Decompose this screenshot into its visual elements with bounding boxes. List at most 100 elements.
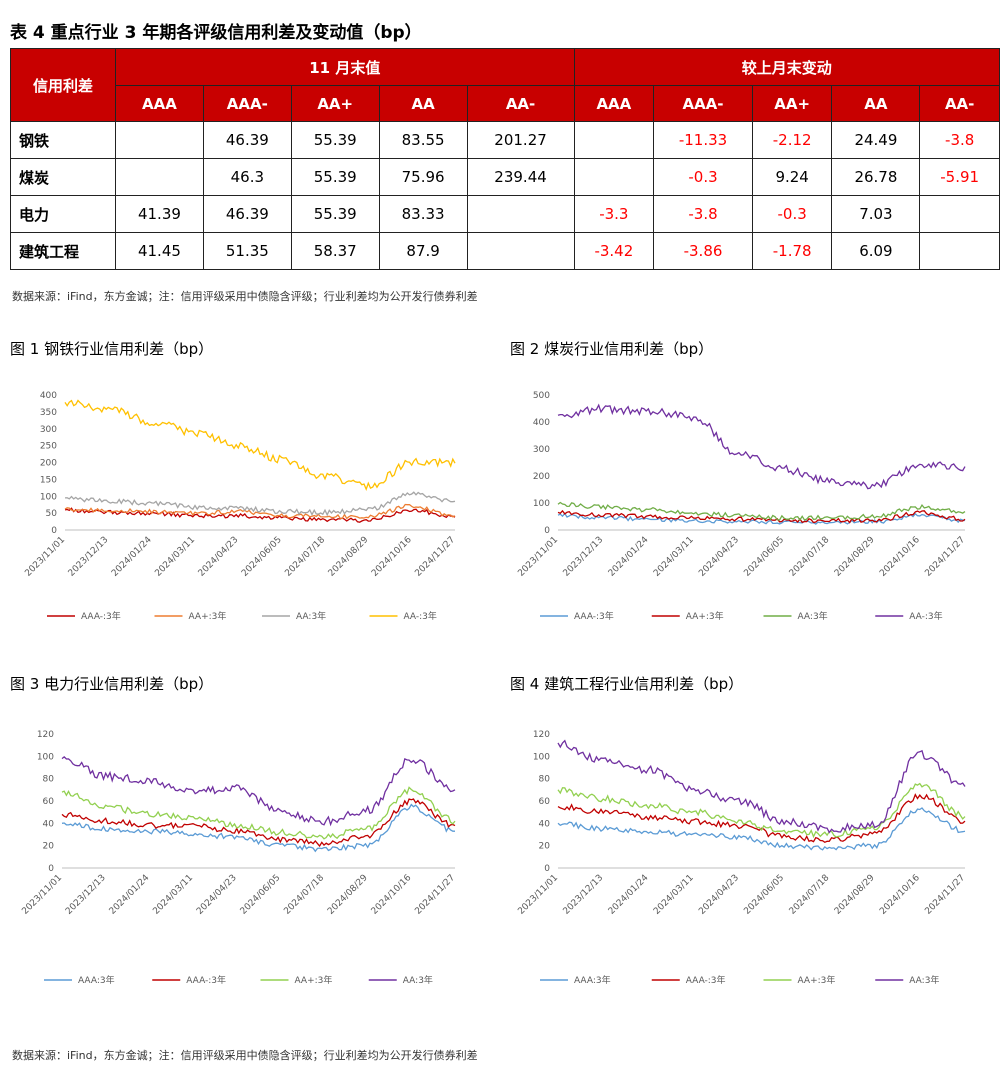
value-cell: 51.35 — [202, 232, 292, 270]
chart-title-steel: 图 1 钢铁行业信用利差（bp） — [10, 340, 214, 358]
legend-label: AAA:3年 — [574, 974, 611, 986]
y-tick-label: 20 — [539, 842, 551, 852]
x-tick-label: 2023/11/01 — [516, 873, 560, 917]
y-tick-label: 0 — [544, 864, 550, 874]
row-industry: 钢铁 — [10, 121, 116, 159]
series-line — [557, 403, 966, 490]
y-tick-label: 80 — [43, 775, 55, 785]
value-cell: 46.39 — [202, 121, 292, 159]
rating-header: AA- — [466, 85, 575, 122]
y-tick-label: 60 — [539, 797, 551, 807]
series-line — [61, 798, 456, 848]
x-tick-label: 2024/01/24 — [108, 873, 152, 917]
x-tick-label: 2024/03/11 — [652, 873, 696, 917]
y-tick-label: 80 — [539, 775, 551, 785]
rating-header: AAA — [115, 85, 204, 122]
legend-label: AA-:3年 — [404, 610, 437, 622]
y-tick-label: 60 — [43, 797, 55, 807]
value-cell — [115, 158, 204, 196]
legend-label: AA+:3年 — [189, 610, 227, 622]
series-line — [61, 786, 456, 840]
y-tick-label: 250 — [40, 442, 57, 452]
x-tick-label: 2023/11/01 — [23, 535, 67, 579]
series-line — [64, 507, 456, 523]
value-cell: 87.9 — [378, 232, 468, 270]
change-cell: -0.3 — [653, 158, 753, 196]
legend-label: AAA-:3年 — [186, 974, 226, 986]
y-tick-label: 120 — [533, 730, 550, 740]
change-cell — [573, 158, 655, 196]
group-header-values: 11 月末值 — [115, 48, 575, 86]
series-line — [557, 509, 966, 524]
chart-title-construction: 图 4 建筑工程行业信用利差（bp） — [510, 675, 744, 693]
legend-label: AAA:3年 — [78, 974, 115, 986]
value-cell: 75.96 — [378, 158, 468, 196]
value-cell: 55.39 — [290, 121, 380, 159]
y-tick-label: 20 — [43, 842, 55, 852]
x-tick-label: 2023/12/13 — [562, 535, 606, 579]
x-tick-label: 2024/10/16 — [878, 535, 922, 579]
table-row: 建筑工程 41.45 51.35 58.37 87.9 -3.42 -3.86 -1.78 6.… — [10, 232, 1000, 270]
series-line — [64, 491, 456, 517]
series-line — [64, 503, 456, 520]
change-cell: -2.12 — [751, 121, 833, 159]
legend-label: AA+:3年 — [295, 974, 333, 986]
legend-label: AAA-:3年 — [686, 974, 726, 986]
value-cell: 55.39 — [290, 158, 380, 196]
change-cell: -0.3 — [751, 195, 833, 233]
table-row: 钢铁 46.39 55.39 83.55 201.27 -11.33 -2.12 24.49-… — [10, 121, 1000, 159]
x-tick-label: 2024/07/18 — [283, 535, 327, 579]
change-cell: 24.49 — [831, 121, 921, 159]
rating-header: AA+ — [290, 85, 380, 122]
row-industry: 建筑工程 — [10, 232, 116, 270]
value-cell: 55.39 — [290, 195, 380, 233]
y-tick-label: 400 — [533, 418, 550, 428]
value-cell — [466, 195, 575, 233]
value-cell — [115, 121, 204, 159]
y-tick-label: 400 — [40, 391, 57, 401]
y-tick-label: 100 — [40, 492, 57, 502]
y-tick-label: 0 — [51, 526, 57, 536]
x-tick-label: 2024/01/24 — [607, 535, 651, 579]
x-tick-label: 2024/08/29 — [833, 873, 877, 917]
source-note-2: 数据来源：iFind，东方金诚；注：信用评级采用中债隐含评级；行业利差均为公开发… — [12, 1049, 478, 1062]
x-tick-label: 2024/08/29 — [833, 535, 877, 579]
legend-label: AA:3年 — [403, 974, 433, 986]
rating-header: AA+ — [751, 85, 833, 122]
series-line — [557, 782, 966, 839]
series-line — [557, 807, 966, 851]
x-tick-label: 2023/11/01 — [20, 873, 64, 917]
value-cell: 201.27 — [466, 121, 575, 159]
x-tick-label: 2024/11/27 — [413, 873, 457, 917]
row-industry: 电力 — [10, 195, 116, 233]
chart-title-coal: 图 2 煤炭行业信用利差（bp） — [510, 340, 714, 358]
y-tick-label: 500 — [533, 391, 550, 401]
series-line — [557, 501, 966, 522]
y-tick-label: 40 — [539, 819, 551, 829]
x-tick-label: 2024/04/23 — [197, 535, 241, 579]
x-tick-label: 2024/10/16 — [370, 535, 414, 579]
change-cell: 26.78 — [831, 158, 921, 196]
chart-steel: 0 50 100 150 200 250 300 350 400 2023/11/01 2023/1… — [23, 391, 457, 622]
y-tick-label: 300 — [40, 425, 57, 435]
y-tick-label: 50 — [46, 509, 58, 519]
legend-label: AA-:3年 — [909, 610, 942, 622]
corner-header: 信用利差 — [10, 48, 116, 122]
rating-header: AAA — [573, 85, 655, 122]
x-tick-label: 2024/07/18 — [282, 873, 326, 917]
y-tick-label: 0 — [544, 526, 550, 536]
change-cell: -11.33 — [653, 121, 753, 159]
change-cell: -3.8 — [919, 121, 1000, 159]
value-cell: 46.3 — [202, 158, 292, 196]
value-cell: 41.45 — [115, 232, 204, 270]
legend-label: AA:3年 — [909, 974, 939, 986]
x-tick-label: 2023/11/01 — [516, 535, 560, 579]
table-row: 煤炭 46.3 55.39 75.96 239.44 -0.3 9.24 26.78 -5.91 — [10, 158, 1000, 196]
change-cell — [573, 121, 655, 159]
series-line — [61, 803, 455, 853]
value-cell: 83.33 — [378, 195, 468, 233]
x-tick-label: 2024/06/05 — [239, 873, 283, 917]
